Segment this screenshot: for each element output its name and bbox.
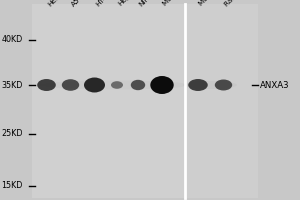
Text: Mouse kidney: Mouse kidney bbox=[198, 0, 238, 7]
Ellipse shape bbox=[84, 78, 105, 92]
Text: Rat heart: Rat heart bbox=[224, 0, 251, 7]
Ellipse shape bbox=[215, 80, 232, 90]
Text: 15KD: 15KD bbox=[2, 182, 23, 190]
Ellipse shape bbox=[188, 79, 208, 91]
Ellipse shape bbox=[111, 81, 123, 89]
Text: HepG2: HepG2 bbox=[117, 0, 139, 7]
Text: 35KD: 35KD bbox=[2, 81, 23, 90]
Text: NIH3T3: NIH3T3 bbox=[138, 0, 161, 7]
Ellipse shape bbox=[62, 79, 79, 91]
Text: HeLa: HeLa bbox=[46, 0, 64, 7]
Ellipse shape bbox=[37, 79, 56, 91]
Text: 25KD: 25KD bbox=[2, 130, 23, 138]
Bar bbox=[32, 4, 184, 198]
Bar bbox=[185, 4, 258, 198]
Ellipse shape bbox=[150, 76, 174, 94]
Text: ANXA3: ANXA3 bbox=[260, 81, 289, 90]
Ellipse shape bbox=[183, 81, 237, 89]
Text: Mouse lung: Mouse lung bbox=[162, 0, 196, 7]
Text: HT-29: HT-29 bbox=[94, 0, 114, 7]
Ellipse shape bbox=[39, 81, 189, 90]
Ellipse shape bbox=[131, 80, 145, 90]
Text: A549: A549 bbox=[70, 0, 88, 7]
Text: 40KD: 40KD bbox=[2, 36, 23, 45]
